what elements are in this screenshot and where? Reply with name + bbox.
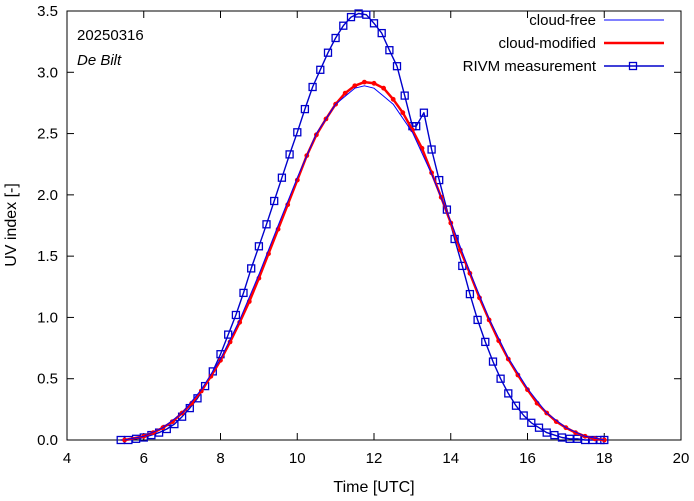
x-axis-title: Time [UTC] xyxy=(333,479,414,496)
point-rivm-measurement xyxy=(504,389,513,398)
axis-ticks xyxy=(66,10,682,441)
location-annotation: De Bilt xyxy=(77,52,122,69)
point-rivm-measurement xyxy=(339,21,348,30)
point-rivm-measurement xyxy=(323,48,333,57)
x-tick-labels: 4 6 8 10 12 14 16 18 20 xyxy=(63,450,690,467)
point-cloud-modified xyxy=(515,372,521,378)
point-rivm-measurement xyxy=(331,33,340,43)
point-rivm-measurement xyxy=(496,374,505,383)
point-cloud-modified xyxy=(170,419,175,424)
point-rivm-measurement xyxy=(224,330,233,339)
point-rivm-measurement xyxy=(316,65,325,74)
point-rivm-measurement xyxy=(239,288,248,298)
point-rivm-measurement xyxy=(377,28,386,38)
x-tick-label: 6 xyxy=(140,450,148,467)
point-rivm-measurement xyxy=(565,434,574,443)
point-cloud-modified xyxy=(525,387,530,393)
point-rivm-measurement xyxy=(300,104,310,114)
y-tick-labels: 0.0 0.5 1.0 1.5 2.0 2.5 3.0 3.5 xyxy=(37,3,58,449)
x-tick-label: 16 xyxy=(519,450,536,467)
point-rivm-measurement xyxy=(511,401,521,410)
y-tick-label: 3.5 xyxy=(37,3,58,20)
legend-label-rivm-measurement: RIVM measurement xyxy=(463,58,597,75)
point-rivm-measurement xyxy=(419,108,429,117)
point-rivm-measurement xyxy=(285,150,294,159)
point-rivm-measurement xyxy=(277,173,287,182)
legend: cloud-free cloud-modified RIVM measureme… xyxy=(463,12,664,75)
point-rivm-measurement xyxy=(542,428,551,437)
point-rivm-measurement xyxy=(473,315,482,325)
x-tick-label: 4 xyxy=(63,450,71,467)
point-rivm-measurement xyxy=(412,122,421,131)
point-cloud-modified xyxy=(362,79,367,85)
point-rivm-measurement xyxy=(534,423,544,432)
point-rivm-measurement xyxy=(557,433,567,442)
y-tick-label: 0.0 xyxy=(37,432,58,449)
point-cloud-modified xyxy=(390,96,396,102)
point-rivm-measurement xyxy=(200,381,210,391)
point-rivm-measurement xyxy=(488,357,498,366)
point-rivm-measurement xyxy=(369,19,379,28)
point-cloud-modified xyxy=(371,80,377,86)
point-rivm-measurement xyxy=(519,411,528,420)
point-rivm-measurement xyxy=(481,337,490,347)
legend-label-cloud-modified: cloud-modified xyxy=(498,35,596,52)
point-rivm-measurement xyxy=(270,196,279,206)
point-rivm-measurement xyxy=(262,220,271,229)
y-tick-label: 3.0 xyxy=(37,64,58,81)
point-cloud-modified xyxy=(227,339,233,345)
y-tick-label: 1.5 xyxy=(37,248,58,265)
y-axis-title: UV index [-] xyxy=(3,183,20,267)
x-tick-label: 10 xyxy=(289,450,306,467)
x-tick-label: 12 xyxy=(366,450,383,467)
y-tick-label: 1.0 xyxy=(37,309,58,326)
point-rivm-measurement xyxy=(231,310,241,320)
point-cloud-modified xyxy=(553,419,559,424)
y-tick-label: 0.5 xyxy=(37,371,58,388)
point-rivm-measurement xyxy=(573,434,582,443)
point-rivm-measurement xyxy=(254,242,264,251)
point-cloud-modified xyxy=(189,400,195,406)
point-rivm-measurement xyxy=(392,62,402,71)
x-tick-label: 18 xyxy=(596,450,613,467)
x-tick-label: 20 xyxy=(673,450,690,467)
point-rivm-measurement xyxy=(527,418,536,427)
series-layer xyxy=(116,9,609,445)
point-rivm-measurement xyxy=(293,128,302,137)
y-tick-label: 2.5 xyxy=(37,126,58,143)
point-cloud-modified xyxy=(237,319,243,325)
point-rivm-measurement xyxy=(465,289,475,299)
point-rivm-measurement xyxy=(385,46,394,55)
point-rivm-measurement xyxy=(354,9,363,18)
point-rivm-measurement xyxy=(427,145,436,154)
y-tick-label: 2.0 xyxy=(37,187,58,204)
point-cloud-modified xyxy=(496,338,502,344)
point-cloud-modified xyxy=(381,85,386,91)
point-cloud-modified xyxy=(352,83,358,89)
series-line-cloud-modified xyxy=(124,80,605,442)
series-line-cloud-free xyxy=(124,85,605,441)
x-tick-label: 8 xyxy=(216,450,224,467)
series-line-rivm-measurement xyxy=(120,12,605,441)
point-rivm-measurement xyxy=(247,264,256,273)
point-cloud-modified xyxy=(400,110,406,116)
point-rivm-measurement xyxy=(400,91,409,100)
legend-label-cloud-free: cloud-free xyxy=(529,12,596,29)
point-cloud-modified xyxy=(198,388,204,394)
x-tick-label: 14 xyxy=(442,450,459,467)
point-cloud-modified xyxy=(208,373,214,379)
point-cloud-modified xyxy=(342,90,348,96)
point-rivm-measurement xyxy=(308,82,317,92)
date-annotation: 20250316 xyxy=(77,27,144,44)
point-rivm-measurement xyxy=(362,10,371,19)
plot-frame xyxy=(66,10,682,441)
legend-marker-rivm-measurement xyxy=(628,61,638,71)
